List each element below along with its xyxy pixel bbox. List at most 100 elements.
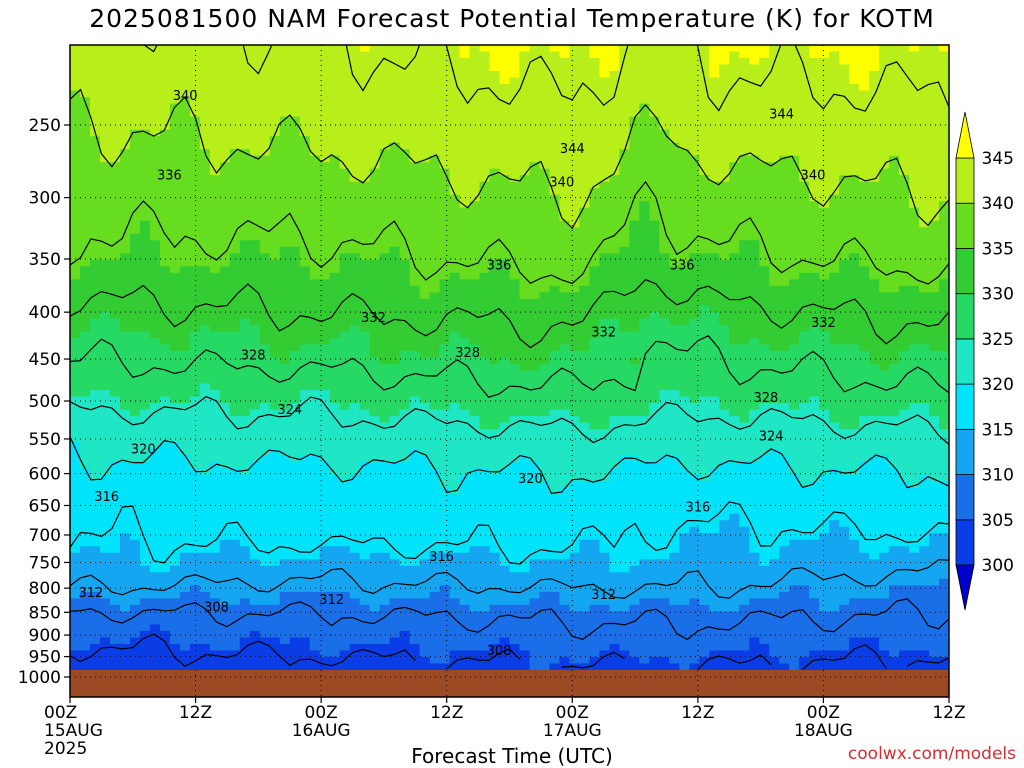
heatmap-cell (279, 155, 291, 163)
heatmap-cell (339, 175, 351, 183)
heatmap-cell (109, 370, 121, 378)
heatmap-cell (359, 168, 371, 176)
heatmap-cell (189, 90, 201, 98)
heatmap-cell (699, 116, 710, 124)
heatmap-cell (99, 305, 111, 313)
heatmap-cell (489, 207, 501, 215)
heatmap-cell (699, 227, 710, 235)
heatmap-cell (319, 403, 331, 411)
heatmap-cell (709, 103, 720, 111)
heatmap-cell (249, 123, 261, 131)
heatmap-cell (689, 51, 700, 59)
heatmap-cell (939, 298, 949, 307)
heatmap-cell (79, 311, 91, 320)
heatmap-cell (469, 214, 481, 222)
heatmap-cell (879, 383, 890, 391)
heatmap-cell (709, 403, 720, 411)
heatmap-cell (329, 129, 341, 137)
heatmap-cell (489, 110, 501, 118)
heatmap-cell (369, 396, 381, 404)
heatmap-cell (279, 266, 291, 274)
heatmap-cell (489, 344, 501, 352)
heatmap-cell (729, 142, 740, 150)
heatmap-cell (919, 350, 930, 359)
heatmap-cell (199, 194, 211, 202)
heatmap-cell (299, 45, 311, 53)
heatmap-cell (119, 201, 131, 209)
heatmap-cell (519, 311, 531, 320)
heatmap-cell (549, 142, 561, 150)
heatmap-cell (399, 246, 411, 254)
heatmap-cell (589, 350, 600, 359)
heatmap-cell (369, 383, 381, 391)
heatmap-cell (529, 103, 541, 111)
heatmap-cell (229, 58, 241, 66)
heatmap-cell (619, 194, 630, 202)
heatmap-cell (379, 409, 391, 417)
heatmap-cell (339, 240, 351, 248)
heatmap-cell (899, 383, 910, 391)
heatmap-cell (459, 116, 471, 124)
heatmap-cell (589, 233, 600, 241)
heatmap-cell (649, 149, 660, 157)
heatmap-cell (129, 390, 141, 398)
heatmap-cell (159, 344, 171, 352)
heatmap-cell (749, 311, 760, 320)
heatmap-cell (899, 142, 910, 150)
heatmap-cell (709, 279, 720, 287)
heatmap-cell (209, 168, 221, 176)
heatmap-cell (909, 214, 920, 222)
heatmap-cell (309, 201, 321, 209)
heatmap-cell (879, 220, 890, 228)
heatmap-cell (629, 403, 640, 411)
heatmap-cell (339, 129, 351, 137)
heatmap-cell (70, 103, 81, 111)
heatmap-cell (349, 194, 361, 202)
heatmap-cell (789, 175, 800, 183)
heatmap-cell (769, 357, 780, 365)
heatmap-cell (779, 240, 790, 248)
heatmap-cell (199, 58, 211, 66)
heatmap-cell (519, 331, 531, 339)
heatmap-cell (149, 142, 161, 150)
heatmap-cell (269, 220, 281, 228)
heatmap-cell (879, 318, 890, 326)
heatmap-cell (139, 266, 151, 274)
heatmap-cell (709, 201, 720, 209)
heatmap-cell (229, 285, 241, 293)
heatmap-cell (819, 318, 830, 326)
heatmap-cell (199, 357, 211, 365)
heatmap-cell (339, 71, 351, 79)
heatmap-cell (219, 103, 231, 111)
heatmap-cell (539, 370, 551, 378)
heatmap-cell (569, 298, 581, 307)
heatmap-cell (719, 350, 730, 359)
heatmap-cell (249, 331, 261, 339)
heatmap-cell (499, 71, 511, 79)
heatmap-cell (539, 181, 551, 189)
heatmap-cell (169, 64, 181, 72)
heatmap-cell (629, 305, 640, 313)
heatmap-cell (739, 168, 750, 176)
heatmap-cell (319, 377, 331, 385)
heatmap-cell (79, 181, 91, 189)
heatmap-cell (899, 279, 910, 287)
heatmap-cell (179, 90, 191, 98)
heatmap-cell (869, 97, 880, 105)
heatmap-cell (349, 377, 361, 385)
heatmap-cell (269, 337, 281, 346)
heatmap-cell (639, 64, 650, 72)
heatmap-cell (639, 240, 650, 248)
heatmap-cell (759, 58, 770, 66)
heatmap-cell (539, 123, 551, 131)
heatmap-cell (589, 64, 600, 72)
heatmap-cell (239, 311, 251, 320)
heatmap-cell (279, 403, 291, 411)
heatmap-cell (309, 344, 321, 352)
heatmap-cell (439, 45, 451, 53)
heatmap-cell (809, 298, 820, 307)
heatmap-cell (689, 64, 700, 72)
heatmap-cell (169, 214, 181, 222)
heatmap-cell (689, 409, 700, 417)
heatmap-cell (459, 311, 471, 320)
